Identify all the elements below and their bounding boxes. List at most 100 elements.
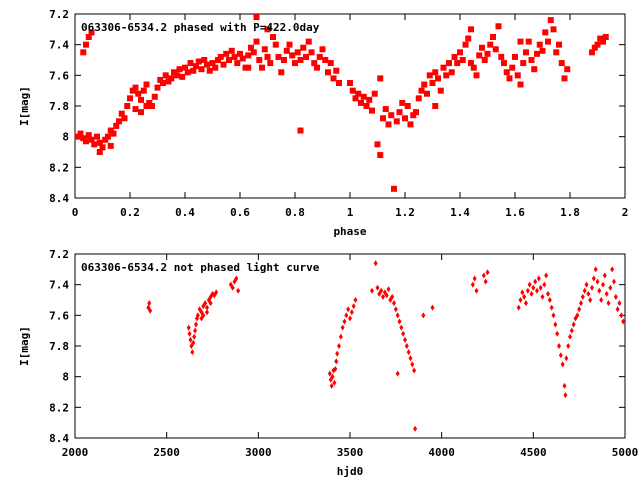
data-point: [234, 275, 239, 282]
data-point: [484, 50, 491, 57]
data-point: [83, 41, 89, 48]
data-point: [214, 289, 219, 296]
data-point: [322, 57, 329, 63]
data-point: [542, 281, 547, 288]
data-point: [83, 138, 89, 145]
data-point: [531, 66, 538, 73]
data-point: [509, 64, 516, 71]
x-tick-label: 1.4: [450, 206, 470, 219]
data-point: [568, 333, 572, 340]
data-point: [560, 361, 565, 368]
data-point: [606, 300, 611, 307]
data-point: [371, 90, 378, 97]
data-point: [77, 130, 84, 137]
data-point: [396, 109, 403, 116]
data-point: [223, 50, 230, 57]
x-tick-label: 1.8: [560, 206, 580, 219]
data-point: [195, 312, 200, 319]
data-point: [424, 90, 430, 97]
data-point: [514, 72, 521, 79]
data-point: [545, 38, 551, 45]
y-tick-label: 8: [62, 131, 69, 144]
data-point: [555, 330, 560, 337]
data-point: [294, 49, 301, 56]
y-tick-label: 7.2: [49, 8, 69, 21]
data-point: [264, 26, 271, 33]
data-point: [190, 349, 195, 356]
data-point: [501, 60, 507, 67]
data-point: [534, 50, 540, 57]
data-point: [132, 84, 139, 91]
data-point: [212, 64, 219, 71]
data-point: [390, 293, 395, 300]
data-point: [316, 53, 323, 60]
data-point: [421, 312, 426, 319]
data-point: [473, 72, 480, 79]
data-point: [413, 109, 419, 116]
data-point: [146, 99, 153, 106]
data-point: [370, 287, 374, 294]
data-point: [604, 290, 609, 297]
data-point: [346, 306, 351, 313]
y-tick-label: 8.4: [49, 432, 69, 445]
data-point: [203, 300, 208, 307]
data-point: [129, 87, 136, 94]
data-point: [403, 336, 407, 343]
data-point: [529, 290, 534, 297]
data-point: [138, 109, 144, 116]
data-point: [599, 297, 604, 303]
data-point: [88, 136, 95, 143]
data-point: [553, 49, 560, 56]
data-point: [381, 293, 385, 300]
data-point: [527, 281, 532, 288]
data-point: [148, 307, 153, 314]
data-points: [74, 14, 609, 192]
data-point: [418, 87, 425, 94]
data-point: [525, 38, 532, 45]
plot-frame: [74, 253, 626, 439]
data-point: [366, 96, 373, 103]
data-point: [584, 281, 589, 288]
data-point: [358, 99, 364, 106]
data-point: [154, 84, 161, 91]
data-point: [437, 87, 444, 94]
data-point: [591, 44, 598, 51]
data-point: [179, 73, 186, 80]
data-point: [88, 29, 95, 36]
x-axis-title: hjd0: [337, 465, 364, 478]
data-point: [110, 130, 117, 137]
data-point: [564, 355, 569, 362]
data-point: [597, 287, 602, 294]
data-point: [208, 300, 213, 307]
data-point: [188, 336, 193, 343]
data-point: [245, 52, 252, 59]
data-point: [415, 95, 422, 102]
data-point: [363, 103, 370, 109]
data-point: [253, 38, 260, 45]
x-tick-label: 5000: [612, 446, 639, 459]
data-point: [297, 127, 304, 134]
x-tick-label: 3000: [245, 446, 272, 459]
data-point: [342, 318, 347, 325]
data-point: [547, 17, 554, 24]
data-point: [440, 64, 447, 71]
data-point: [435, 75, 441, 82]
data-point: [264, 53, 271, 60]
data-point: [85, 132, 92, 139]
plot-title: 063306-6534.2 not phased light curve: [81, 261, 320, 274]
data-point: [275, 53, 282, 60]
data-point: [564, 66, 571, 73]
axis-ticks: 0 0.2 0.4 0.6 0.8 1 1.2 1.4 1.6 1.8 2 7.2 7.4 7.6 7.8 8…: [49, 8, 628, 219]
data-point: [107, 127, 114, 134]
data-point: [344, 312, 349, 319]
data-point: [402, 115, 408, 122]
data-point: [319, 46, 326, 53]
data-point: [615, 306, 620, 313]
y-tick-label: 7.8: [49, 340, 69, 353]
data-point: [237, 50, 243, 57]
data-point: [351, 303, 356, 310]
data-point: [102, 136, 109, 143]
data-point: [327, 370, 332, 377]
data-point: [105, 133, 111, 140]
data-point: [143, 103, 150, 109]
